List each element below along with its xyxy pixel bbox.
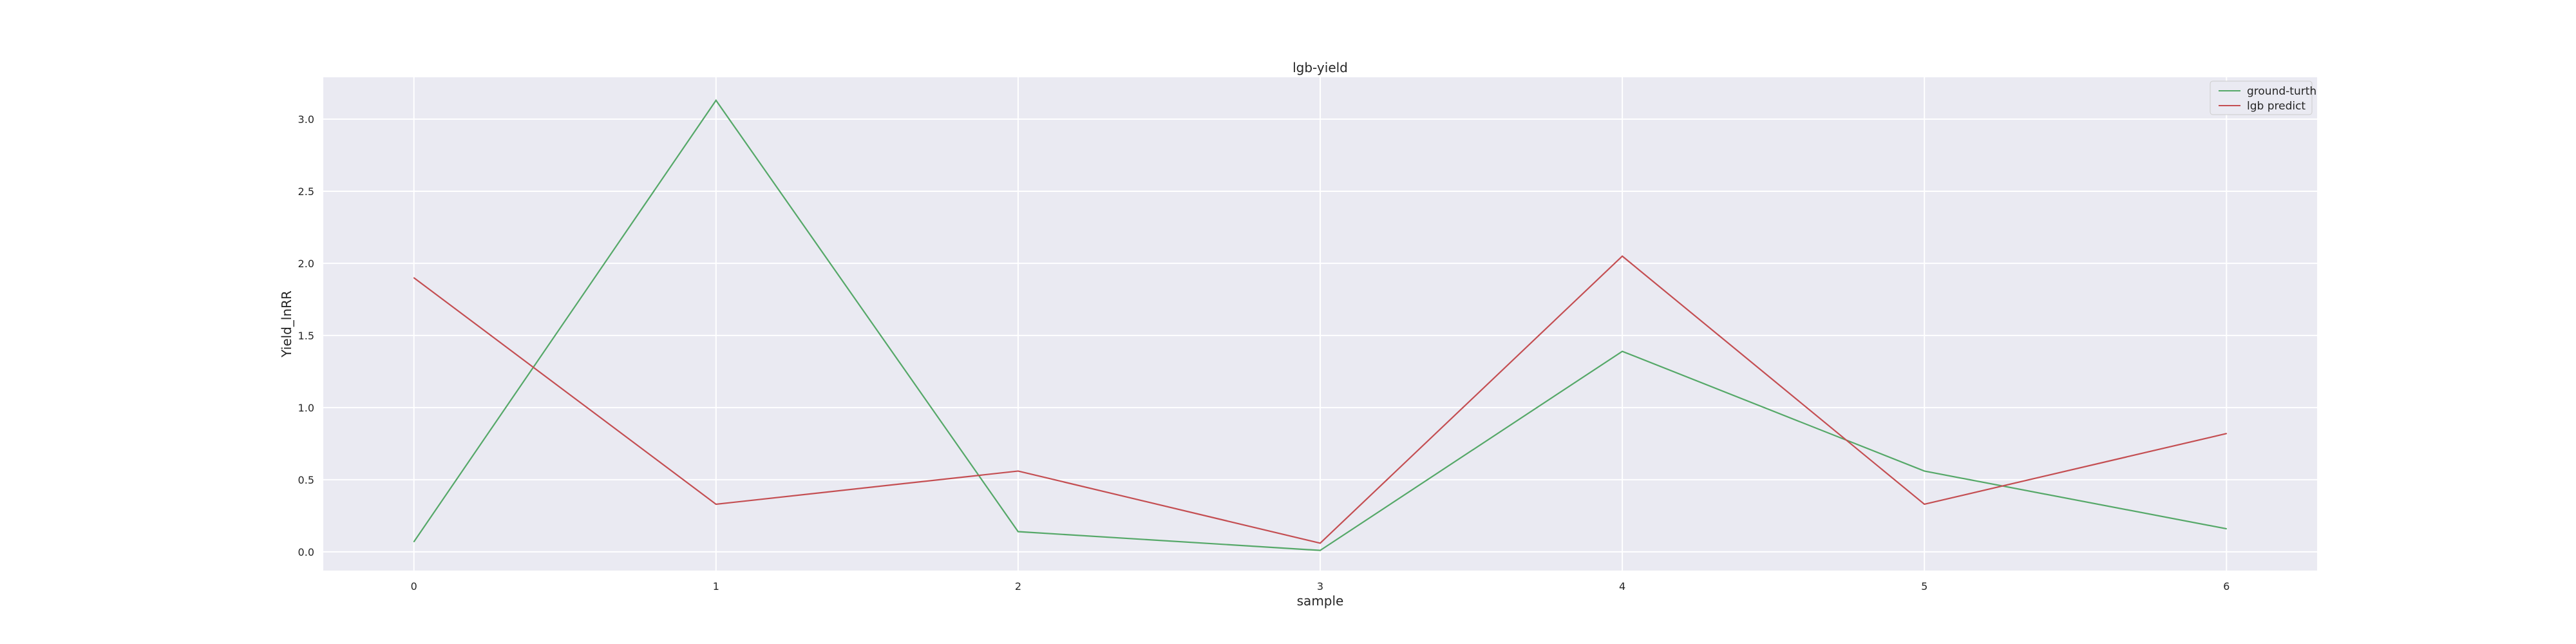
y-tick-labels: 0.0 0.5 1.0 1.5 2.0 2.5 3.0 bbox=[298, 113, 314, 558]
x-tick-label: 1 bbox=[713, 580, 719, 592]
data-point bbox=[2226, 433, 2228, 435]
data-point bbox=[413, 541, 415, 543]
legend-label-lgb-predict: lgb predict bbox=[2247, 100, 2306, 113]
x-tick-labels: 0 1 2 3 4 5 6 bbox=[411, 580, 2230, 592]
series-lines bbox=[413, 99, 2228, 551]
y-tick-label: 1.0 bbox=[298, 402, 314, 414]
y-tick-label: 0.5 bbox=[298, 474, 314, 486]
data-point bbox=[715, 504, 717, 505]
x-tick-label: 6 bbox=[2223, 580, 2230, 592]
data-point bbox=[1018, 531, 1019, 533]
x-tick-label: 5 bbox=[1921, 580, 1927, 592]
data-point bbox=[1622, 255, 1623, 257]
x-tick-label: 3 bbox=[1317, 580, 1323, 592]
data-point bbox=[2226, 528, 2228, 529]
y-tick-label: 2.0 bbox=[298, 258, 314, 270]
x-tick-label: 4 bbox=[1619, 580, 1625, 592]
legend: ground-turth lgb predict bbox=[2210, 80, 2316, 115]
x-tick-label: 0 bbox=[411, 580, 417, 592]
y-tick-label: 3.0 bbox=[298, 113, 314, 126]
chart-title: lgb-yield bbox=[1293, 60, 1348, 75]
legend-label-ground-turth: ground-turth bbox=[2247, 85, 2316, 98]
data-point bbox=[1320, 542, 1321, 544]
data-point bbox=[413, 277, 415, 279]
y-tick-label: 2.5 bbox=[298, 185, 314, 198]
x-tick-label: 2 bbox=[1015, 580, 1021, 592]
x-axis-label: sample bbox=[1297, 593, 1344, 609]
data-point bbox=[1622, 350, 1623, 352]
data-point bbox=[1018, 470, 1019, 472]
data-point bbox=[1320, 549, 1321, 551]
y-tick-label: 0.0 bbox=[298, 546, 314, 558]
data-point bbox=[1924, 470, 1925, 472]
data-point bbox=[715, 100, 717, 101]
data-point bbox=[1924, 504, 1925, 505]
grid-lines bbox=[323, 77, 2317, 571]
y-tick-label: 1.5 bbox=[298, 330, 314, 342]
y-axis-label: Yield_lnRR bbox=[279, 290, 294, 358]
